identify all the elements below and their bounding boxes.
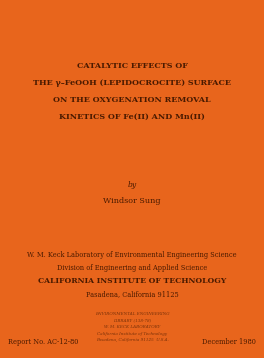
Text: CATALYTIC EFFECTS OF: CATALYTIC EFFECTS OF [77,62,187,70]
Text: CALIFORNIA INSTITUTE OF TECHNOLOGY: CALIFORNIA INSTITUTE OF TECHNOLOGY [38,277,226,285]
Text: ON THE OXYGENATION REMOVAL: ON THE OXYGENATION REMOVAL [53,96,211,104]
Text: KINETICS OF Fe(II) AND Mn(II): KINETICS OF Fe(II) AND Mn(II) [59,113,205,121]
Text: Windsor Sung: Windsor Sung [103,197,161,205]
Text: California Institute of Technology: California Institute of Technology [97,332,167,335]
Text: Pasadena, California 91125  U.S.A.: Pasadena, California 91125 U.S.A. [96,338,168,342]
Text: December 1980: December 1980 [202,338,256,346]
Text: THE γ–FeOOH (LEPIDOCROCITE) SURFACE: THE γ–FeOOH (LEPIDOCROCITE) SURFACE [33,79,231,87]
Text: W. M. KECK LABORATORY: W. M. KECK LABORATORY [104,325,160,329]
Text: by: by [128,181,136,189]
Text: Report No. AC-12-80: Report No. AC-12-80 [8,338,78,346]
Text: W. M. Keck Laboratory of Environmental Engineering Science: W. M. Keck Laboratory of Environmental E… [27,251,237,259]
Text: LIBRARY (138-78): LIBRARY (138-78) [113,319,151,323]
Text: Pasadena, California 91125: Pasadena, California 91125 [86,290,178,298]
Text: ENVIRONMENTAL ENGINEERING: ENVIRONMENTAL ENGINEERING [95,312,169,316]
Text: Division of Engineering and Applied Science: Division of Engineering and Applied Scie… [57,264,207,272]
